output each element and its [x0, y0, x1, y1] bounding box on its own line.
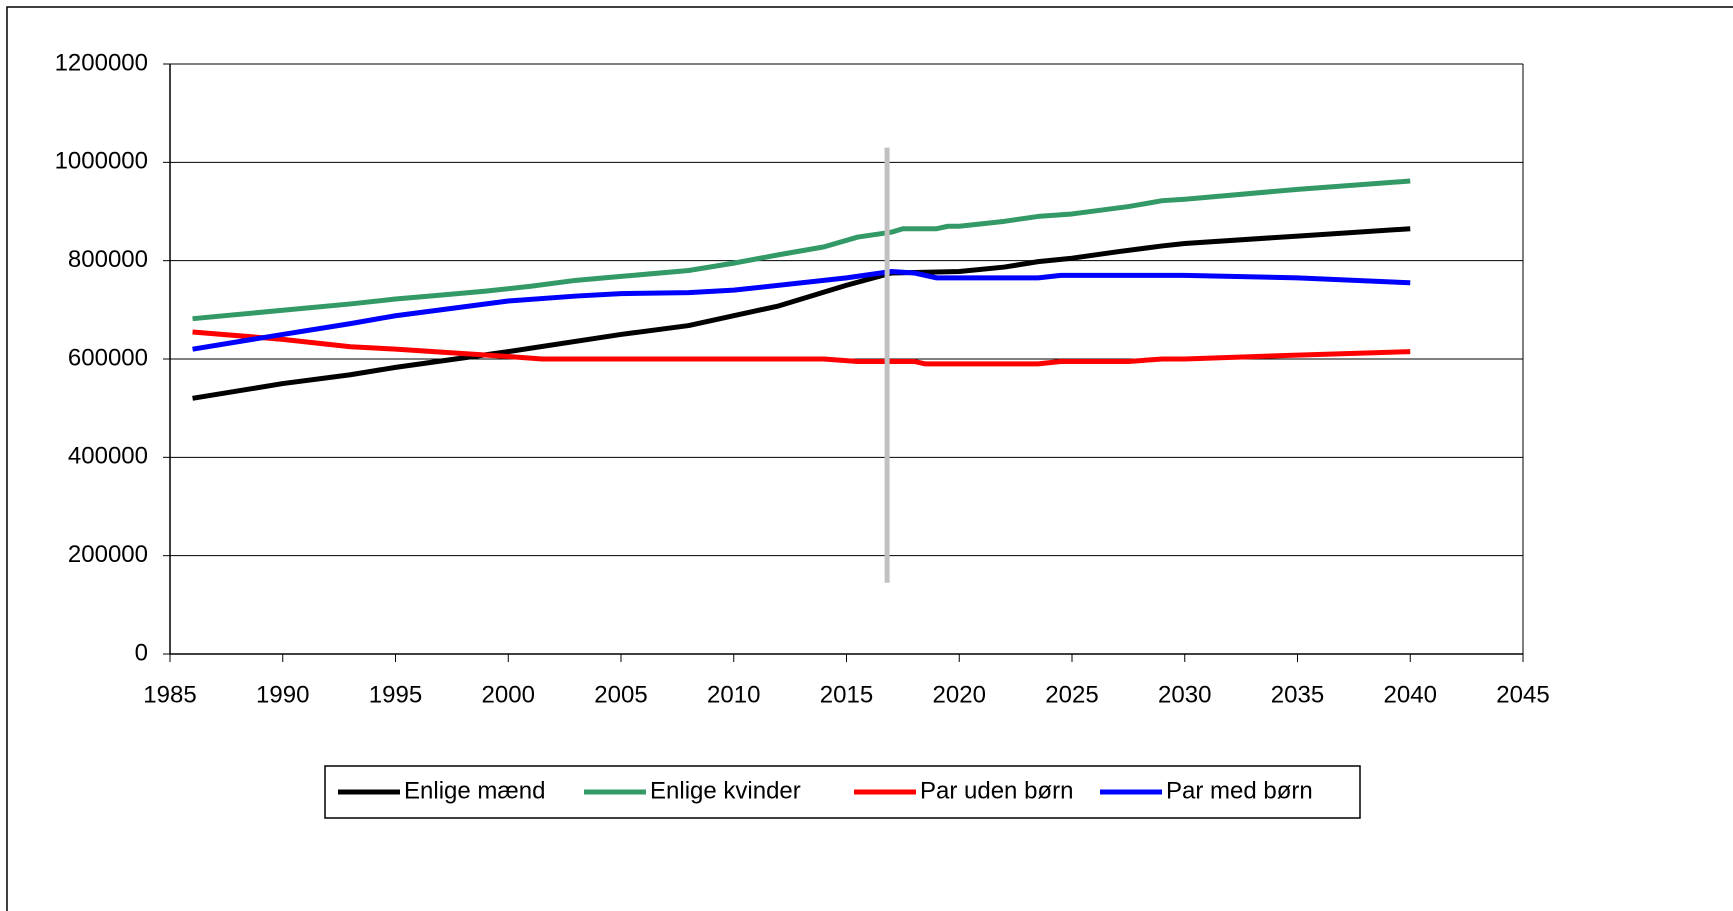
y-tick-label: 1200000 — [55, 49, 148, 76]
series-line — [192, 329, 1411, 367]
series-line — [192, 226, 1411, 401]
x-tick-label: 2010 — [707, 681, 760, 708]
x-tick-label: 2040 — [1384, 681, 1437, 708]
x-tick-label: 1995 — [369, 681, 422, 708]
x-tick-label: 2030 — [1158, 681, 1211, 708]
y-tick-label: 0 — [135, 639, 148, 666]
y-tick-label: 200000 — [68, 541, 148, 568]
series-line — [192, 178, 1411, 322]
legend-label: Enlige kvinder — [650, 777, 801, 804]
legend-label: Par med børn — [1166, 777, 1313, 804]
y-tick-label: 1000000 — [55, 148, 148, 175]
legend-box — [324, 765, 1361, 819]
legend-label: Enlige mænd — [404, 777, 545, 804]
y-tick-label: 400000 — [68, 443, 148, 470]
x-tick-label: 2020 — [933, 681, 986, 708]
series-line — [192, 268, 1411, 352]
x-tick-label: 1990 — [256, 681, 309, 708]
x-tick-label: 2045 — [1496, 681, 1549, 708]
x-tick-label: 2025 — [1045, 681, 1098, 708]
y-tick-label: 800000 — [68, 246, 148, 273]
legend-label: Par uden børn — [920, 777, 1073, 804]
y-tick-label: 600000 — [68, 344, 148, 371]
chart-frame — [6, 6, 1733, 911]
x-tick-label: 2000 — [482, 681, 535, 708]
x-tick-label: 2015 — [820, 681, 873, 708]
x-tick-label: 1985 — [143, 681, 196, 708]
x-tick-label: 2035 — [1271, 681, 1324, 708]
x-tick-label: 2005 — [594, 681, 647, 708]
